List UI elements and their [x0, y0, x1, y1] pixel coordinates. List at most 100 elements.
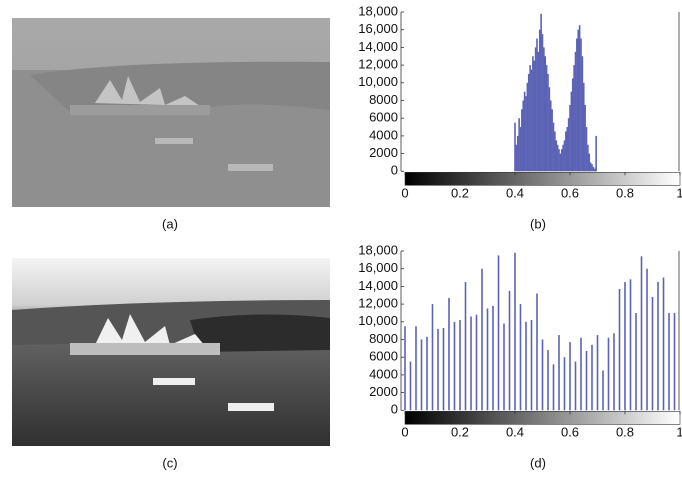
- bar: [668, 312, 670, 411]
- bar: [548, 87, 551, 172]
- bar: [673, 312, 676, 411]
- bar: [526, 82, 529, 172]
- bar: [624, 281, 626, 411]
- bar: [580, 38, 582, 172]
- bar: [529, 65, 531, 172]
- bar: [530, 320, 533, 411]
- bar: [573, 65, 575, 172]
- bar: [508, 290, 511, 411]
- bar: [492, 305, 494, 411]
- bar: [551, 109, 553, 172]
- y-tick-label: 8000: [369, 92, 398, 107]
- bar: [547, 350, 549, 411]
- bar: [534, 47, 537, 172]
- bar: [567, 118, 570, 172]
- bar: [554, 131, 556, 172]
- bar: [527, 73, 530, 172]
- bar: [519, 304, 522, 411]
- x-tick-label: 0.8: [616, 186, 634, 201]
- bar: [543, 47, 545, 172]
- bar: [404, 326, 406, 411]
- bar: [657, 281, 659, 411]
- photo-a: [12, 18, 330, 207]
- x-tick-label: 0.4: [506, 425, 524, 440]
- bar: [453, 321, 456, 411]
- bar: [525, 96, 527, 172]
- bar: [530, 69, 533, 172]
- intensity-ramp: [404, 172, 681, 186]
- bar: [522, 100, 525, 172]
- bar: [521, 109, 523, 172]
- bar: [607, 337, 610, 411]
- bar: [525, 321, 527, 411]
- bar: [578, 25, 581, 172]
- bar: [571, 78, 574, 172]
- bar: [587, 144, 589, 172]
- bar: [497, 255, 500, 411]
- y-tick-label: 10,000: [358, 313, 398, 328]
- bar: [563, 357, 566, 411]
- y-tick-label: 18,000: [358, 242, 398, 257]
- bar: [420, 339, 423, 411]
- y-tick-label: 2000: [369, 384, 398, 399]
- bar: [589, 162, 592, 172]
- bar: [592, 166, 595, 172]
- bar: [545, 65, 548, 172]
- bar: [431, 304, 434, 411]
- panel-label: (a): [162, 216, 178, 231]
- bar: [459, 320, 461, 411]
- bar: [574, 361, 577, 411]
- bar: [516, 135, 519, 172]
- bar: [577, 29, 580, 172]
- bar: [566, 127, 569, 172]
- bar: [562, 144, 564, 172]
- bar: [514, 122, 516, 172]
- bar: [570, 91, 573, 172]
- y-tick-label: 16,000: [358, 21, 398, 36]
- y-tick-label: 12,000: [358, 296, 398, 311]
- bar: [576, 38, 578, 172]
- bar: [584, 104, 586, 172]
- bar: [646, 268, 648, 411]
- bar: [613, 333, 615, 411]
- bar: [629, 279, 632, 411]
- bar: [581, 56, 584, 172]
- bar: [591, 164, 593, 172]
- bar: [602, 370, 604, 411]
- bar: [470, 316, 472, 411]
- x-tick-label: 0.4: [506, 186, 524, 201]
- bar: [591, 344, 593, 411]
- bar: [515, 144, 518, 172]
- y-tick-label: 14,000: [358, 39, 398, 54]
- bar: [556, 144, 559, 172]
- bar: [552, 122, 555, 172]
- bar: [662, 277, 665, 411]
- bar: [588, 153, 591, 172]
- bar: [426, 336, 428, 411]
- bar: [559, 153, 562, 172]
- bar: [514, 252, 516, 411]
- y-tick-label: 2000: [369, 145, 398, 160]
- bar: [448, 297, 450, 411]
- panel-label: (b): [530, 216, 546, 231]
- bar: [544, 56, 547, 172]
- x-tick-label: 0: [401, 425, 408, 440]
- bar: [464, 281, 467, 411]
- bar: [565, 131, 567, 172]
- bar: [523, 91, 526, 172]
- bar: [536, 38, 538, 172]
- bar: [574, 51, 577, 172]
- y-tick-label: 0: [391, 163, 398, 178]
- y-tick-label: 4000: [369, 366, 398, 381]
- bar: [538, 29, 541, 172]
- bar: [409, 361, 412, 411]
- x-tick-label: 0.6: [561, 425, 579, 440]
- y-tick-label: 10,000: [358, 74, 398, 89]
- bar: [547, 73, 549, 172]
- y-tick-label: 8000: [369, 331, 398, 346]
- bar: [519, 127, 522, 172]
- bar: [651, 297, 654, 411]
- bar: [635, 312, 637, 411]
- x-tick-label: 0.6: [561, 186, 579, 201]
- bar: [415, 326, 417, 411]
